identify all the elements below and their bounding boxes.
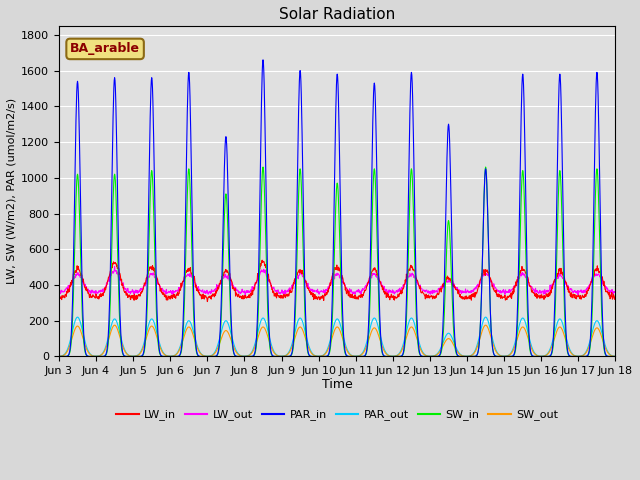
- SW_in: [179, 338, 186, 344]
- PAR_out: [482, 314, 490, 320]
- SW_out: [179, 337, 187, 343]
- PAR_in: [55, 354, 63, 360]
- LW_out: [55, 292, 63, 298]
- SW_out: [545, 349, 553, 355]
- PAR_in: [497, 354, 504, 360]
- LW_out: [241, 292, 249, 298]
- LW_out: [497, 288, 504, 294]
- LW_in: [424, 295, 432, 301]
- PAR_in: [545, 353, 553, 359]
- LW_in: [241, 295, 249, 300]
- LW_out: [179, 279, 187, 285]
- SW_in: [497, 354, 504, 360]
- PAR_out: [179, 335, 186, 341]
- LW_in: [204, 299, 211, 304]
- SW_in: [545, 353, 553, 359]
- LW_out: [424, 290, 432, 296]
- PAR_out: [545, 348, 553, 353]
- SW_in: [611, 354, 619, 360]
- LW_out: [611, 289, 619, 295]
- LW_out: [111, 264, 118, 270]
- PAR_in: [165, 354, 173, 360]
- SW_in: [165, 354, 173, 360]
- LW_in: [179, 279, 186, 285]
- PAR_in: [241, 354, 249, 360]
- PAR_out: [611, 353, 619, 359]
- Line: SW_out: SW_out: [59, 325, 615, 356]
- LW_in: [611, 296, 619, 301]
- Title: Solar Radiation: Solar Radiation: [279, 7, 396, 22]
- LW_in: [259, 257, 266, 263]
- SW_out: [611, 353, 619, 359]
- PAR_in: [424, 354, 431, 360]
- LW_out: [546, 286, 554, 292]
- PAR_out: [165, 353, 173, 359]
- SW_in: [424, 354, 431, 360]
- LW_in: [165, 294, 173, 300]
- Line: PAR_out: PAR_out: [59, 317, 615, 356]
- SW_in: [241, 354, 249, 360]
- SW_out: [166, 353, 173, 359]
- LW_out: [166, 288, 173, 294]
- SW_out: [497, 353, 504, 359]
- SW_out: [55, 353, 63, 359]
- SW_in: [259, 164, 267, 170]
- Legend: LW_in, LW_out, PAR_in, PAR_out, SW_in, SW_out: LW_in, LW_out, PAR_in, PAR_out, SW_in, S…: [112, 405, 563, 425]
- PAR_out: [424, 353, 431, 359]
- Line: LW_in: LW_in: [59, 260, 615, 301]
- Line: LW_out: LW_out: [59, 267, 615, 295]
- SW_out: [241, 353, 249, 359]
- LW_out: [242, 289, 250, 295]
- PAR_out: [55, 353, 63, 359]
- LW_in: [546, 292, 554, 298]
- PAR_out: [241, 353, 249, 359]
- PAR_out: [497, 353, 504, 359]
- PAR_in: [259, 57, 267, 63]
- SW_out: [111, 322, 118, 328]
- X-axis label: Time: Time: [322, 378, 353, 391]
- Line: PAR_in: PAR_in: [59, 60, 615, 357]
- LW_in: [55, 292, 63, 298]
- Y-axis label: LW, SW (W/m2), PAR (umol/m2/s): LW, SW (W/m2), PAR (umol/m2/s): [7, 98, 17, 284]
- Line: SW_in: SW_in: [59, 167, 615, 357]
- SW_in: [55, 354, 63, 360]
- SW_out: [424, 353, 431, 359]
- LW_in: [497, 295, 504, 301]
- PAR_in: [611, 354, 619, 360]
- PAR_in: [179, 330, 186, 336]
- Text: BA_arable: BA_arable: [70, 42, 140, 55]
